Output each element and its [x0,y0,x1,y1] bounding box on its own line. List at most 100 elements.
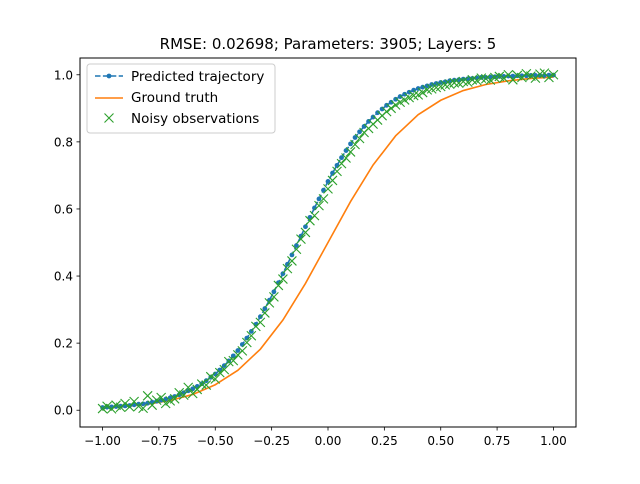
observation-marker [332,166,342,177]
observation-marker [467,74,478,85]
predicted-point [257,314,263,320]
observation-marker [498,73,509,84]
observation-marker [269,291,279,302]
observation-marker [350,139,360,150]
observation-marker [241,337,252,348]
observation-marker [345,147,356,157]
observation-marker [120,398,130,409]
predicted-point [352,135,358,140]
observation-marker [160,398,171,409]
ground-truth-series [102,76,554,409]
observation-marker [458,76,469,87]
observation-marker [138,403,149,414]
observation-marker [440,79,451,90]
predicted-point [235,348,241,353]
observation-marker [273,280,284,291]
legend-truth-label: Ground truth [131,90,218,106]
observation-marker [395,97,406,108]
predicted-point [429,82,435,87]
observation-marker [544,72,554,83]
chart-title: RMSE: 0.02698; Parameters: 3905; Layers:… [160,35,497,53]
observation-marker [264,297,275,308]
observation-marker [214,367,225,378]
observation-marker [417,87,428,98]
observation-marker [246,330,257,341]
observation-marker [102,401,112,412]
observation-marker [413,90,424,100]
observation-marker [449,77,460,88]
observation-marker [210,374,221,384]
y-tick-label: 0.6 [54,202,73,216]
observation-marker [341,153,351,163]
predicted-point [375,110,380,116]
y-tick-label: 1.0 [54,68,73,82]
observation-marker [156,392,167,403]
x-tick-label: −1.00 [84,434,121,448]
noisy-observations-series [97,68,559,414]
observation-marker [106,403,117,414]
observation-marker [201,380,212,390]
observation-marker [462,77,473,88]
x-tick-label: 1.00 [540,434,567,448]
observation-marker [309,210,320,221]
predicted-point [303,224,308,230]
predicted-point [285,261,290,267]
y-tick-label: 0.2 [54,337,73,351]
observation-marker [278,274,288,284]
x-tick-label: −0.25 [253,434,290,448]
observation-marker [259,308,270,318]
observation-marker [314,200,324,211]
observation-marker [548,69,559,80]
ground-truth-line [102,76,554,409]
predicted-point [393,96,399,102]
x-tick-label: −0.50 [197,434,234,448]
observation-marker [408,90,419,101]
observation-marker [485,75,496,86]
y-axis-ticks: 0.0 0.2 0.4 0.6 0.8 1.0 [54,68,80,418]
observation-marker [174,387,185,398]
plot-frame [79,57,577,428]
predicted-point [402,91,408,97]
observation-marker [386,103,397,114]
observation-marker [521,68,532,79]
predicted-point [262,306,268,311]
observation-marker [169,393,180,404]
x-axis-ticks: −1.00 −0.75 −0.50 −0.25 0.00 0.25 0.50 0.75 1.00 [84,427,567,448]
observation-marker [124,401,135,412]
legend-predicted-label: Predicted trajectory [131,69,264,85]
legend-predicted-dot-swatch [106,73,112,79]
observation-marker [390,100,401,110]
observation-marker [237,345,248,356]
observation-marker [142,390,153,401]
x-tick-label: 0.25 [371,434,398,448]
observation-marker [336,158,347,169]
observation-marker [296,234,306,245]
observation-marker [255,317,266,328]
predicted-point [357,129,362,135]
observation-marker [228,355,239,366]
y-tick-label: 0.4 [54,270,73,284]
predicted-point [294,243,299,248]
y-tick-label: 0.8 [54,135,73,149]
predicted-point [433,81,439,86]
predicted-point [271,289,277,295]
observation-marker [178,390,189,401]
legend-box [86,63,276,134]
observation-marker [291,244,302,255]
observation-marker [399,95,410,105]
predicted-point [348,141,353,147]
observation-marker [354,133,365,144]
observation-marker [300,227,311,238]
observation-marker [205,371,216,382]
observation-marker [323,183,333,194]
legend: Predicted trajectory Ground truth Noisy … [86,63,276,134]
predicted-point [316,196,322,202]
observation-marker [471,75,482,86]
observation-marker [476,73,487,84]
legend-observation-marker-swatch [104,113,114,123]
x-tick-label: 0.50 [427,434,454,448]
predicted-point [289,252,295,258]
observation-marker [381,106,392,117]
